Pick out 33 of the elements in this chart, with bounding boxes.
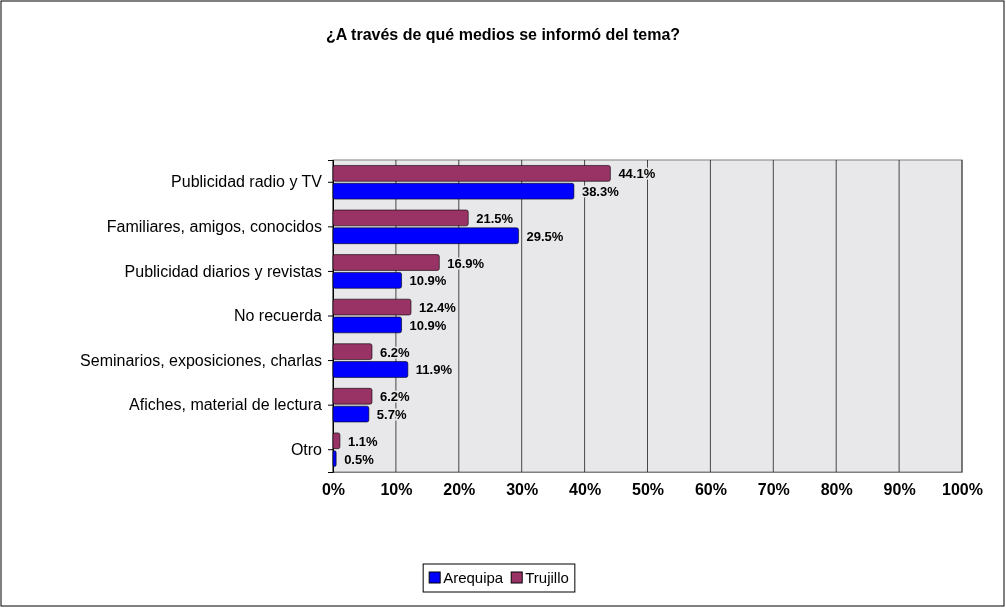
- y-tick-label: Afiches, material de lectura: [129, 396, 323, 414]
- x-tick-label: 100%: [942, 481, 983, 499]
- legend-label: Arequipa: [443, 569, 504, 586]
- x-tick-label: 40%: [569, 481, 602, 499]
- data-label: 16.9%: [447, 255, 485, 271]
- y-tick-label: Publicidad radio y TV: [171, 173, 323, 191]
- x-tick-label: 70%: [757, 481, 790, 499]
- x-tick-label: 20%: [443, 481, 476, 499]
- x-tick-label: 30%: [506, 481, 539, 499]
- x-tick-label: 10%: [380, 481, 413, 499]
- data-label: 10.9%: [409, 317, 447, 333]
- data-label: 11.9%: [415, 362, 453, 378]
- x-tick-label: 80%: [820, 481, 853, 499]
- data-label: 5.7%: [376, 407, 407, 423]
- x-tick-label: 50%: [631, 481, 665, 499]
- data-label: 6.2%: [380, 344, 411, 360]
- y-tick-label: Publicidad diarios y revistas: [124, 262, 322, 280]
- x-tick-label: 60%: [694, 481, 727, 499]
- y-tick-label: Otro: [290, 440, 323, 458]
- y-tick-label: Seminarios, exposiciones, charlas: [80, 351, 322, 369]
- legend-label: Trujillo: [525, 569, 569, 586]
- data-label: 1.1%: [347, 433, 378, 449]
- x-tick-label: 0%: [321, 481, 346, 499]
- y-tick-label: No recuerda: [233, 307, 323, 325]
- chart-title: ¿A través de qué medios se informó del tema?: [325, 26, 681, 43]
- data-label: 0.5%: [344, 451, 375, 467]
- data-label: 6.2%: [380, 389, 411, 405]
- data-label: 29.5%: [526, 228, 564, 244]
- x-tick-label: 90%: [883, 481, 916, 499]
- data-label: 21.5%: [476, 210, 514, 226]
- data-label: 10.9%: [409, 273, 447, 289]
- y-tick-label: Familiares, amigos, conocidos: [106, 217, 322, 235]
- data-label: 12.4%: [419, 300, 457, 316]
